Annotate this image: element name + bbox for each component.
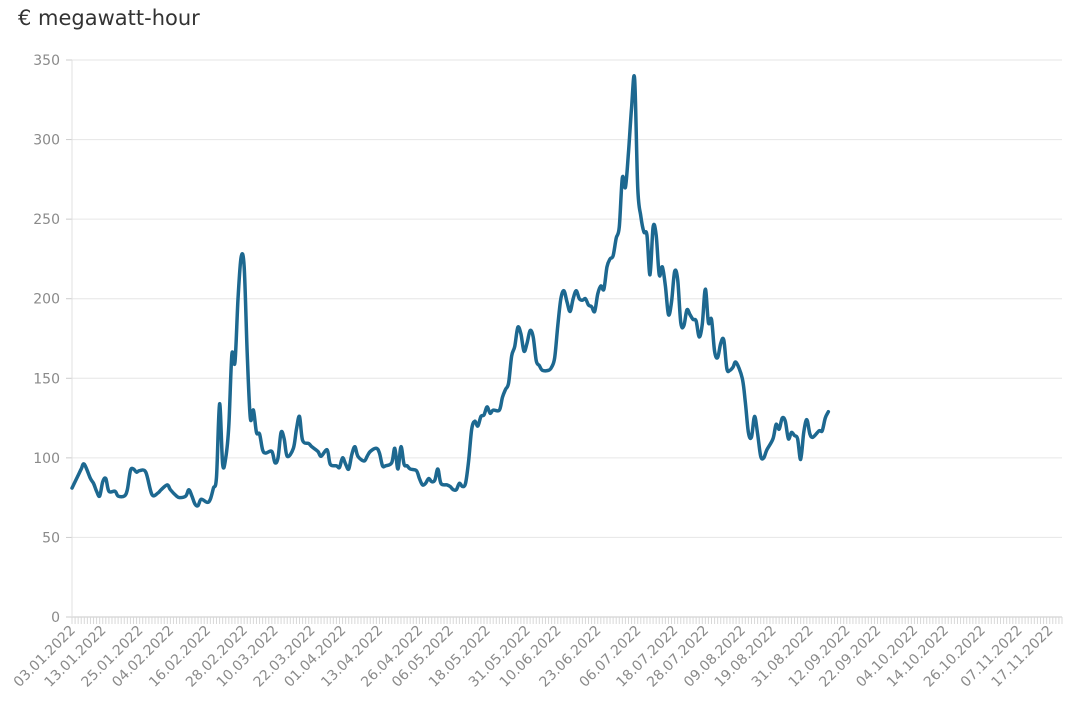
y-axis-unit-label: € megawatt-hour (18, 6, 200, 30)
series-line (70, 74, 831, 508)
y-tick-label: 150 (33, 371, 60, 387)
y-tick-label: 50 (42, 530, 60, 546)
y-tick-label: 250 (33, 212, 60, 228)
y-tick-label: 100 (33, 451, 60, 467)
y-tick-label: 200 (33, 292, 60, 308)
y-tick-label: 300 (33, 133, 60, 149)
gridlines (72, 59, 1062, 618)
y-axis: 0 50 100 150 200 250 300 350 (33, 53, 73, 626)
x-axis: 03.01.202213.01.202225.01.202204.02.2022… (11, 617, 1063, 691)
y-tick-label: 0 (51, 610, 60, 626)
y-tick-label: 350 (33, 53, 60, 69)
